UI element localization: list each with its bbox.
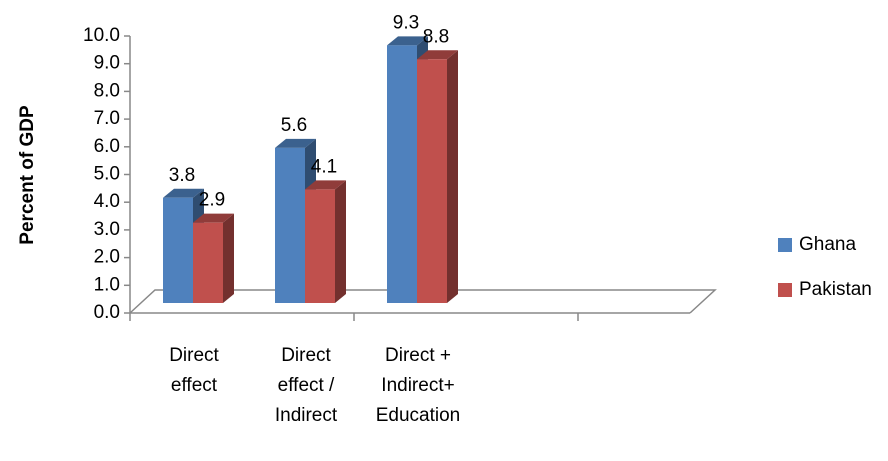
y-tick-label: 4.0 bbox=[94, 191, 120, 212]
x-tick-label: effect bbox=[171, 375, 218, 396]
y-tick-label: 2.0 bbox=[94, 247, 120, 268]
value-label: 5.6 bbox=[281, 115, 307, 136]
x-tick-label: Direct + bbox=[385, 345, 451, 366]
y-tick-label: 9.0 bbox=[94, 53, 120, 74]
legend-swatch bbox=[778, 283, 792, 297]
y-tick-label: 5.0 bbox=[94, 164, 120, 185]
bar bbox=[193, 222, 223, 303]
value-label: 9.3 bbox=[393, 12, 419, 33]
value-label: 2.9 bbox=[199, 190, 225, 211]
bar-top bbox=[275, 138, 316, 148]
legend-label: Pakistan bbox=[799, 279, 872, 300]
bar-side bbox=[335, 180, 346, 303]
bar-top bbox=[163, 188, 204, 198]
y-tick-label: 0.0 bbox=[94, 302, 120, 323]
bar bbox=[305, 189, 335, 303]
y-tick-label: 6.0 bbox=[94, 136, 120, 157]
bar-top bbox=[417, 50, 458, 60]
bar bbox=[417, 59, 447, 303]
y-tick-label: 8.0 bbox=[94, 80, 120, 101]
legend-label: Ghana bbox=[799, 234, 856, 255]
value-label: 3.8 bbox=[169, 165, 195, 186]
y-tick-label: 7.0 bbox=[94, 108, 120, 129]
bar-side bbox=[223, 213, 234, 303]
y-tick-label: 3.0 bbox=[94, 219, 120, 240]
bar-top bbox=[193, 213, 234, 223]
bar-top bbox=[387, 36, 428, 46]
bar bbox=[387, 45, 417, 303]
bar bbox=[163, 197, 193, 303]
x-tick-label: Direct bbox=[281, 345, 331, 366]
y-tick-label: 10.0 bbox=[83, 25, 120, 46]
bar bbox=[275, 147, 305, 303]
y-axis-label: Percent of GDP bbox=[17, 105, 38, 245]
legend-swatch bbox=[778, 238, 792, 252]
value-label: 4.1 bbox=[311, 156, 337, 177]
x-tick-label: Direct bbox=[169, 345, 219, 366]
x-tick-label: Indirect+ bbox=[381, 375, 454, 396]
y-tick-label: 1.0 bbox=[94, 274, 120, 295]
x-tick-label: Education bbox=[376, 405, 461, 426]
x-tick-label: effect / bbox=[278, 375, 335, 396]
value-label: 8.8 bbox=[423, 26, 449, 47]
bar-side bbox=[447, 50, 458, 303]
x-tick-label: Indirect bbox=[275, 405, 338, 426]
bar-top bbox=[305, 180, 346, 190]
